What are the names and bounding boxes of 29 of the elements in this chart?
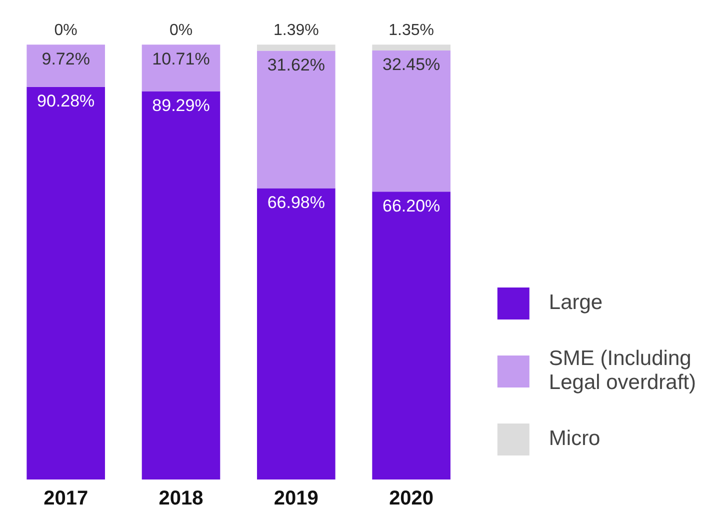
bar <box>26 44 105 87</box>
data-label: 0% <box>54 22 78 39</box>
bar <box>142 44 220 92</box>
data-label: 89.29% <box>152 96 210 115</box>
data-label: 90.28% <box>37 92 95 111</box>
bar <box>257 188 336 480</box>
legend-label: Micro <box>548 427 600 451</box>
legend-label: Large <box>548 291 603 315</box>
bar <box>372 50 450 192</box>
data-label: 1.39% <box>273 22 319 39</box>
data-label: 66.98% <box>267 192 326 212</box>
data-label: 31.62% <box>267 55 326 74</box>
data-label: 66.20% <box>382 196 440 216</box>
data-label: 32.45% <box>382 55 440 74</box>
data-label: 1.35% <box>388 22 434 39</box>
bar <box>257 44 336 51</box>
legend-label: SME (Including Legal overdraft) <box>548 347 696 395</box>
bar <box>26 86 105 480</box>
data-label: 0% <box>169 22 193 39</box>
data-label: 9.72% <box>42 49 90 68</box>
bar <box>142 91 220 480</box>
x-tick-label: 2020 <box>389 488 434 507</box>
x-tick-label: 2019 <box>274 488 318 507</box>
bar <box>257 50 336 188</box>
bar <box>372 192 450 480</box>
x-tick-label: 2018 <box>158 488 204 507</box>
data-label: 10.71% <box>152 49 210 68</box>
bar <box>372 44 450 51</box>
x-tick-label: 2017 <box>44 488 88 507</box>
